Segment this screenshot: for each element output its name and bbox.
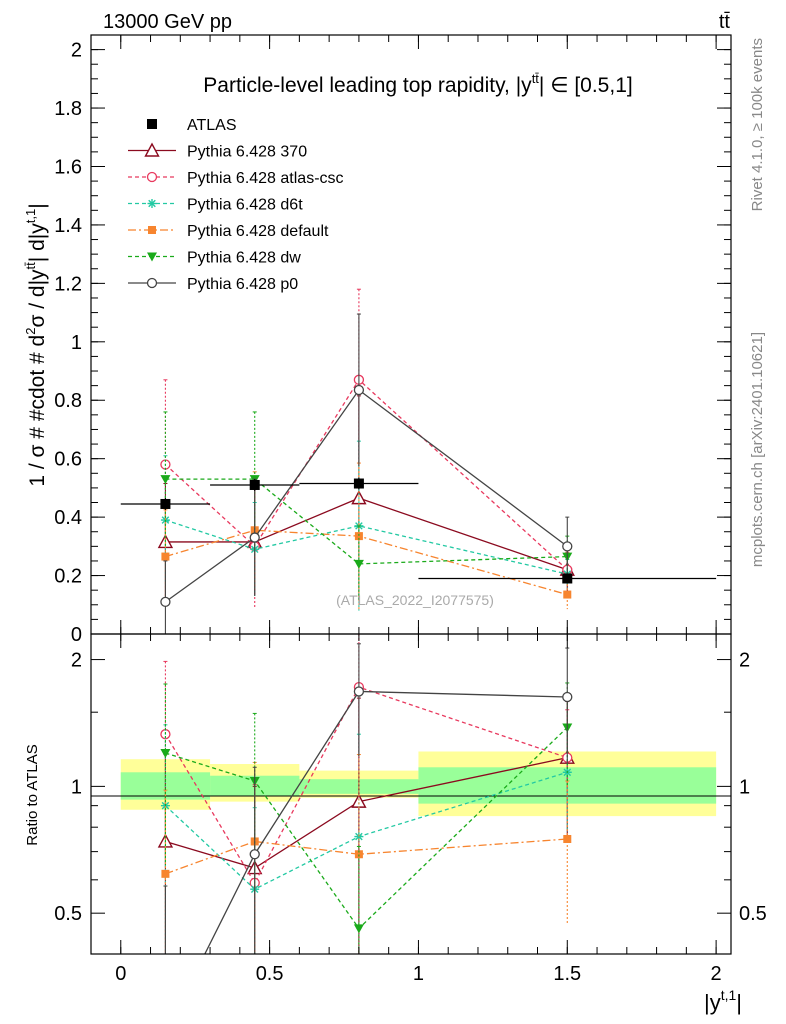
ratio-p0-point	[249, 849, 260, 860]
x-tick-label: 1.5	[553, 963, 581, 985]
legend-default-label: Pythia 6.428 default	[187, 223, 329, 240]
legend-d6t-marker	[147, 199, 157, 208]
ratio-plot-axes: 0.5 0.5 1 1 2 2 0 0.5 1 1.5 2	[54, 634, 767, 985]
legend-d6t-label: Pythia 6.428 d6t	[187, 197, 303, 214]
main-y-tick-label: 0.2	[54, 566, 82, 588]
main-p370-line	[165, 497, 568, 571]
legend: ATLAS Pythia 6.428 370 Pythia 6.428 atlas-…	[128, 117, 344, 293]
main-p0-point	[249, 532, 260, 543]
x-tick-label: 2	[711, 963, 722, 985]
ratio-y-axis-label: Ratio to ATLAS	[24, 744, 41, 845]
main-p0-line	[165, 389, 568, 603]
x-tick-label: 0	[115, 963, 126, 985]
ratio-dw-point	[160, 749, 171, 759]
main-y-tick-label: 1	[71, 332, 82, 354]
main-d6t-line	[165, 519, 568, 575]
main-default-point	[161, 552, 170, 561]
legend-p370-marker	[144, 142, 160, 157]
main-y-tick-label: 0	[71, 624, 82, 646]
legend-atlas-marker	[147, 119, 157, 129]
ratio-plot-data	[157, 634, 575, 954]
main-y-tick-label: 0.4	[54, 507, 82, 529]
atlas-data-point	[249, 479, 260, 490]
ratio-y-tick-label: 1	[71, 776, 82, 798]
legend-p0-label: Pythia 6.428 p0	[187, 276, 298, 293]
ratio-default-line	[165, 838, 568, 875]
main-plot-title: Particle-level leading top rapidity, |yt…	[203, 71, 632, 97]
x-axis-label: |yt,1|	[704, 987, 742, 1015]
main-default-line	[165, 529, 568, 596]
ratio-atlas_csc-line	[164, 686, 568, 885]
ratio-y-tick-label: 0.5	[54, 903, 82, 925]
main-p0-point	[160, 596, 171, 608]
ratio-plot-frame	[90, 633, 732, 955]
main-atlas_csc-line	[164, 378, 568, 571]
ratio-y-tick-label-right: 2	[739, 650, 750, 672]
main-y-tick-label: 2	[71, 40, 82, 62]
main-y-tick-label: 1.2	[54, 273, 82, 295]
ratio-default-point	[563, 835, 572, 844]
ratio-default-point	[161, 869, 170, 878]
main-plot-axes: 0 0.2 0.4 0.6 0.8 1 1.2 1.4 1.6 1.8 2	[54, 35, 731, 646]
ratio-dw-line	[165, 726, 568, 930]
legend-dw-label: Pythia 6.428 dw	[187, 250, 301, 267]
atlas-data-point	[160, 498, 171, 509]
main-default-point	[563, 590, 572, 599]
ratio-y-tick-label-right: 1	[739, 776, 750, 798]
x-tick-label: 1	[413, 963, 424, 985]
main-y-tick-label: 1.4	[54, 215, 82, 237]
legend-p370-label: Pythia 6.428 370	[187, 144, 307, 161]
ratio-p0-point	[562, 691, 573, 703]
main-default-point	[354, 532, 363, 541]
main-y-tick-label: 0.8	[54, 390, 82, 412]
main-p0-point	[562, 541, 573, 552]
atlas-data-point	[562, 573, 573, 584]
header-process-label: tt̄	[719, 11, 731, 33]
main-dw-point	[353, 559, 364, 569]
ratio-uncertainty-bands	[120, 751, 717, 817]
rivet-version-label: Rivet 4.1.0, ≥ 100k events	[749, 38, 766, 211]
legend-atlas-label: ATLAS	[187, 117, 237, 134]
header-energy-label: 13000 GeV pp	[103, 11, 232, 33]
ratio-default-point	[354, 850, 363, 859]
main-dw-point	[160, 475, 171, 485]
main-p0-point	[353, 384, 365, 396]
main-y-tick-label: 0.6	[54, 449, 82, 471]
legend-p0-marker	[146, 277, 158, 289]
ratio-y-tick-label: 2	[71, 650, 82, 672]
atlas-data-point	[353, 478, 364, 489]
legend-dw-marker	[147, 252, 157, 262]
analysis-watermark: (ATLAS_2022_I2077575)	[336, 592, 494, 608]
legend-default-marker	[148, 226, 156, 234]
main-y-axis-label: 1 / σ # #cdot # d2σ / d|ytt̄| d|yt,1|	[23, 203, 49, 486]
ratio-dw-point	[353, 924, 364, 934]
ratio-p370-line	[165, 757, 568, 869]
main-y-tick-label: 1.6	[54, 156, 82, 178]
ratio-y-tick-label-right: 0.5	[739, 903, 767, 925]
legend-atlas_csc-marker	[146, 171, 158, 183]
mcplots-reference-label: mcplots.cern.ch [arXiv:2401.10621]	[749, 332, 766, 567]
main-dw-line	[165, 478, 568, 565]
main-y-tick-label: 1.8	[54, 98, 82, 120]
main-plot-data	[120, 288, 717, 634]
ratio-p0-line	[204, 690, 568, 954]
legend-atlas_csc-label: Pythia 6.428 atlas-csc	[187, 170, 344, 187]
x-tick-label: 0.5	[256, 963, 284, 985]
ratio-p0-point	[353, 686, 365, 697]
